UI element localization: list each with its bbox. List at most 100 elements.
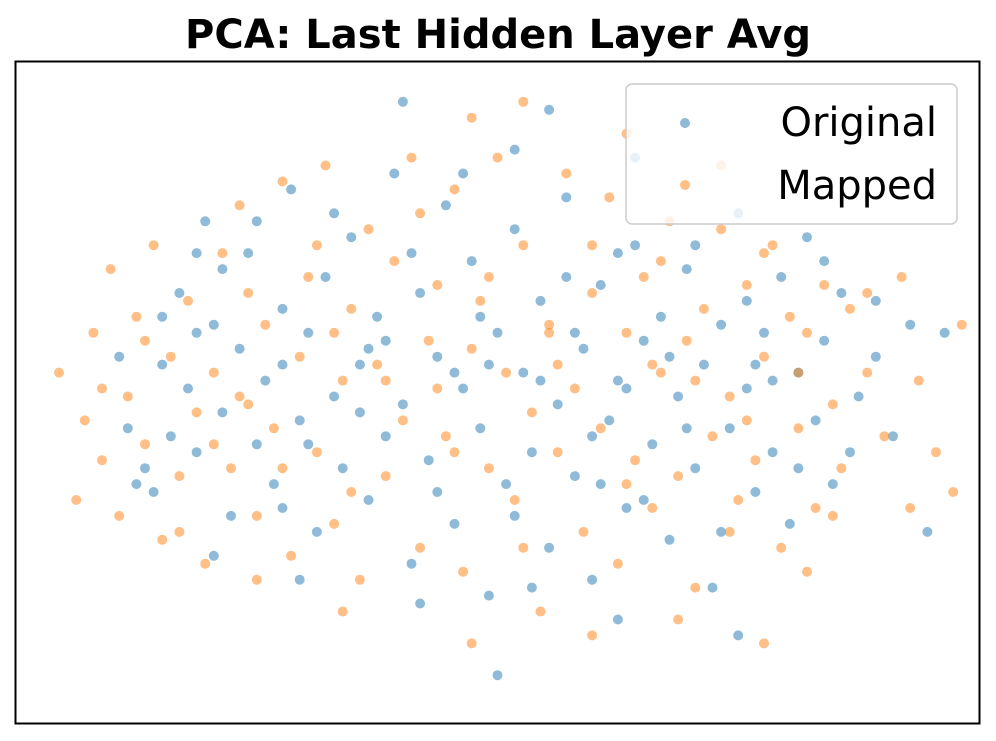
point-original-47: [526, 447, 537, 458]
points-layer: [54, 96, 967, 681]
point-mapped-78: [733, 495, 744, 505]
point-mapped-104: [243, 288, 254, 298]
point-original-120: [569, 327, 580, 338]
point-original-45: [509, 224, 520, 235]
point-mapped-18: [217, 248, 228, 259]
point-mapped-126: [647, 359, 658, 370]
point-original-101: [432, 487, 443, 497]
point-mapped-31: [329, 518, 340, 529]
point-mapped-102: [174, 526, 185, 537]
point-original-129: [526, 582, 537, 593]
point-mapped-34: [354, 574, 365, 585]
point-mapped-9: [140, 439, 150, 450]
point-mapped-105: [277, 463, 288, 474]
point-original-134: [294, 574, 305, 585]
point-original-15: [251, 439, 262, 450]
point-mapped-107: [346, 487, 357, 497]
point-original-90: [131, 479, 142, 490]
point-mapped-3: [88, 327, 99, 338]
point-original-29: [372, 311, 383, 322]
point-mapped-139: [466, 112, 477, 123]
point-original-113: [741, 295, 752, 306]
point-original-43: [492, 327, 503, 338]
point-original-17: [268, 479, 279, 490]
point-mapped-82: [767, 240, 778, 251]
point-mapped-93: [879, 431, 890, 442]
point-mapped-87: [810, 503, 821, 513]
point-original-19: [286, 184, 297, 195]
point-mapped-42: [423, 335, 434, 346]
point-mapped-133: [759, 638, 769, 649]
point-original-79: [802, 232, 812, 243]
point-original-75: [767, 447, 778, 458]
point-mapped-120: [793, 367, 804, 378]
point-original-23: [320, 272, 331, 282]
point-original-35: [423, 455, 434, 466]
point-original-87: [905, 319, 916, 330]
point-original-107: [587, 431, 598, 442]
point-mapped-83: [776, 542, 787, 553]
point-original-62: [655, 311, 666, 322]
point-mapped-79: [741, 280, 752, 290]
point-original-39: [458, 383, 469, 394]
point-mapped-33: [346, 303, 357, 314]
point-mapped-51: [501, 367, 512, 378]
point-original-136: [544, 104, 555, 115]
point-mapped-89: [827, 399, 838, 410]
point-original-138: [509, 144, 520, 155]
point-original-74: [759, 327, 769, 338]
point-original-89: [922, 526, 933, 537]
point-original-4: [157, 359, 168, 370]
point-original-123: [277, 359, 288, 370]
point-mapped-130: [466, 638, 477, 649]
point-mapped-11: [157, 534, 168, 545]
point-mapped-103: [208, 439, 219, 450]
point-mapped-44: [440, 431, 451, 442]
legend-label-original: Original: [780, 100, 937, 146]
point-mapped-26: [286, 550, 297, 561]
point-original-104: [509, 510, 520, 521]
point-original-3: [148, 487, 159, 497]
point-mapped-123: [329, 327, 340, 338]
point-original-30: [380, 431, 391, 442]
point-original-137: [397, 96, 408, 107]
point-original-131: [612, 614, 623, 625]
point-original-25: [337, 463, 348, 474]
legend-label-mapped: Mapped: [777, 163, 937, 209]
point-mapped-45: [449, 184, 460, 195]
point-original-93: [217, 264, 228, 275]
point-mapped-136: [518, 96, 529, 107]
point-original-6: [174, 288, 185, 298]
point-original-9: [200, 216, 211, 227]
point-mapped-47: [466, 343, 477, 354]
point-original-111: [690, 240, 701, 251]
point-original-40: [466, 256, 477, 267]
point-mapped-14: [183, 295, 193, 306]
point-original-42: [483, 590, 494, 601]
point-mapped-69: [655, 367, 666, 378]
point-mapped-32: [337, 375, 348, 386]
point-original-46: [518, 367, 529, 378]
point-original-95: [277, 503, 288, 513]
point-original-41: [475, 423, 486, 434]
point-original-124: [191, 248, 202, 259]
point-mapped-65: [621, 327, 632, 338]
point-original-14: [243, 248, 254, 259]
point-original-22: [311, 526, 322, 537]
point-mapped-19: [226, 463, 236, 474]
point-mapped-8: [131, 311, 142, 322]
point-mapped-117: [690, 375, 701, 386]
point-original-56: [604, 415, 615, 426]
point-mapped-30: [320, 160, 331, 171]
point-mapped-53: [518, 240, 529, 251]
point-mapped-76: [716, 224, 727, 235]
point-original-67: [698, 359, 709, 370]
point-original-115: [793, 463, 804, 474]
legend-box: [625, 83, 958, 225]
point-mapped-135: [251, 574, 262, 585]
point-original-94: [251, 216, 262, 227]
point-mapped-43: [432, 280, 443, 290]
point-original-28: [363, 495, 374, 505]
point-mapped-38: [389, 256, 400, 267]
point-mapped-124: [432, 383, 443, 394]
